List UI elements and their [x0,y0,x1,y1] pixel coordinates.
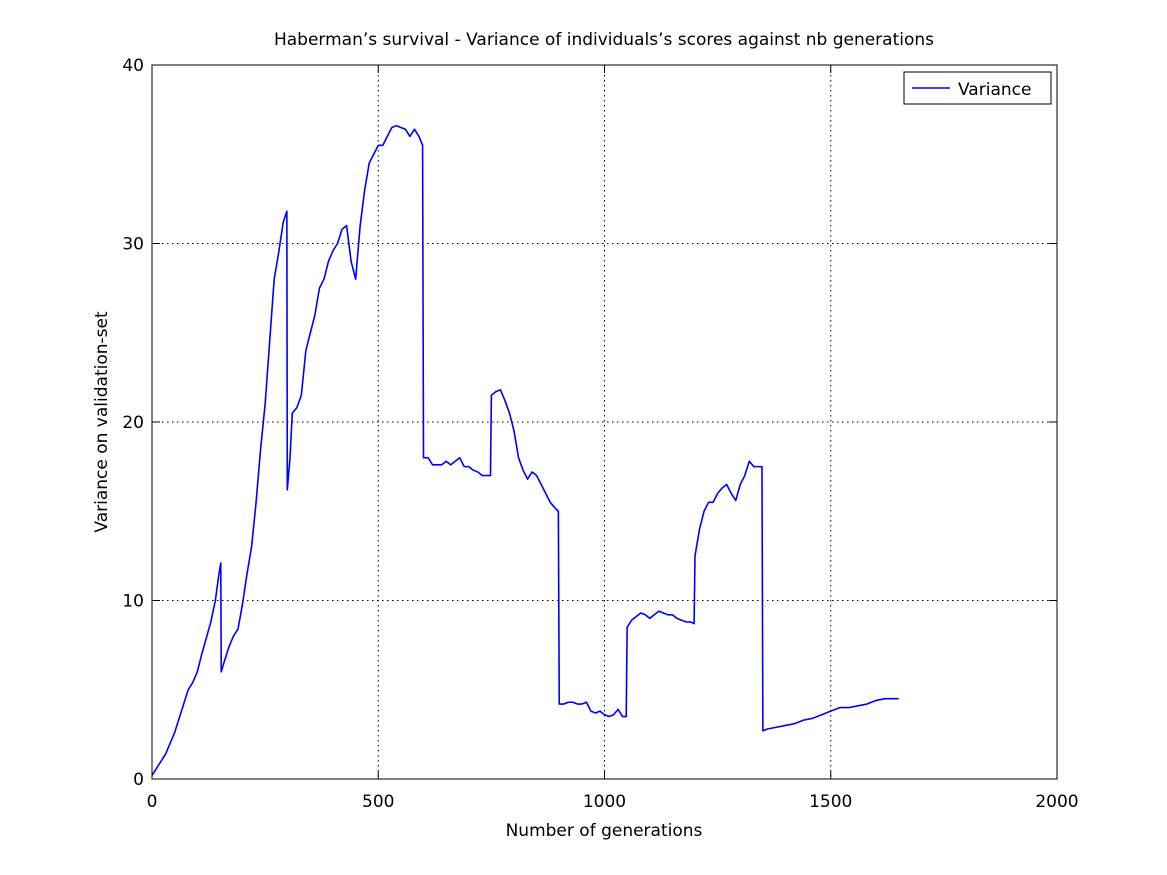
x-tick-label: 1000 [583,792,626,812]
x-tick-label: 500 [362,792,394,812]
plot-frame [151,64,1058,780]
x-tick-label: 2000 [1035,792,1078,812]
grid-lines [152,65,1057,779]
y-axis-label: Variance on validation-set [92,311,112,533]
x-tick-label: 1500 [809,792,852,812]
y-tick-labels: 0 10 20 30 40 [122,56,144,790]
series-layer [151,124,899,776]
y-tick-label: 0 [133,770,144,790]
x-axis-label: Number of generations [506,821,703,841]
y-tick-label: 20 [122,413,144,433]
x-tick-label: 0 [147,792,158,812]
legend-label-variance: Variance [958,80,1031,100]
x-tick-labels: 0 500 1000 1500 2000 [147,792,1079,812]
legend: Variance [903,71,1052,105]
series-line-variance [151,124,899,776]
y-tick-label: 10 [122,592,144,612]
y-tick-label: 40 [122,56,144,76]
chart-title: Haberman’s survival - Variance of indivi… [274,30,934,50]
y-tick-label: 30 [122,235,144,255]
